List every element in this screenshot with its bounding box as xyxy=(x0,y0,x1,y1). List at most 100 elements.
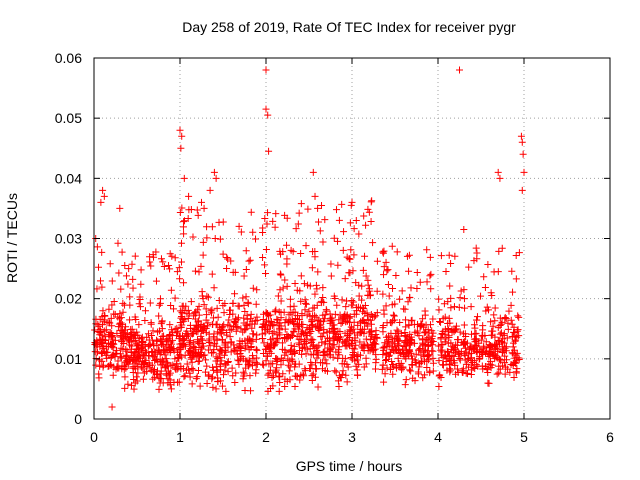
data-point xyxy=(115,269,123,277)
data-point xyxy=(204,319,212,327)
data-point xyxy=(435,342,443,350)
data-point xyxy=(394,354,402,362)
data-point xyxy=(332,368,340,376)
data-point xyxy=(334,237,342,245)
data-point xyxy=(148,361,156,369)
data-point xyxy=(171,355,179,363)
data-point xyxy=(464,354,472,362)
data-point xyxy=(388,301,396,309)
data-point xyxy=(510,373,518,381)
data-point xyxy=(351,357,359,365)
data-point xyxy=(471,330,479,338)
data-point xyxy=(155,385,163,393)
data-point xyxy=(382,302,390,310)
data-point xyxy=(297,200,305,208)
data-point xyxy=(154,328,162,336)
data-point xyxy=(184,215,192,223)
data-point xyxy=(234,323,242,331)
data-point xyxy=(124,380,132,388)
data-point xyxy=(292,372,300,380)
data-point xyxy=(485,360,493,368)
data-point xyxy=(352,216,360,224)
data-point xyxy=(245,362,253,370)
data-point xyxy=(208,309,216,317)
data-point xyxy=(110,363,118,371)
data-point xyxy=(104,362,112,370)
data-point xyxy=(108,403,116,411)
data-point xyxy=(162,336,170,344)
data-point xyxy=(384,281,392,289)
data-point xyxy=(117,319,125,327)
data-point xyxy=(177,239,185,247)
data-point xyxy=(396,295,404,303)
data-point xyxy=(212,174,220,182)
data-point xyxy=(455,303,463,311)
data-point xyxy=(147,332,155,340)
data-point xyxy=(119,308,127,316)
data-point xyxy=(288,346,296,354)
data-point xyxy=(472,361,480,369)
data-point xyxy=(450,359,458,367)
data-point xyxy=(176,332,184,340)
data-point xyxy=(505,307,513,315)
data-point xyxy=(246,256,254,264)
data-point xyxy=(215,297,223,305)
data-point xyxy=(393,248,401,256)
data-point xyxy=(435,372,443,380)
data-point xyxy=(367,332,375,340)
data-point xyxy=(512,275,520,283)
data-point xyxy=(423,363,431,371)
data-point xyxy=(372,312,380,320)
data-point xyxy=(99,363,107,371)
data-point xyxy=(166,265,174,273)
data-point xyxy=(362,221,370,229)
data-point xyxy=(225,316,233,324)
data-point xyxy=(252,235,260,243)
data-point xyxy=(412,358,420,366)
data-point xyxy=(371,365,379,373)
data-point xyxy=(323,307,331,315)
data-point xyxy=(167,286,175,294)
data-point xyxy=(269,217,277,225)
data-point xyxy=(347,353,355,361)
data-point xyxy=(105,305,113,313)
data-point xyxy=(457,350,465,358)
data-point xyxy=(379,249,387,257)
data-point xyxy=(304,205,312,213)
data-point xyxy=(123,358,131,366)
data-point xyxy=(127,349,135,357)
data-point xyxy=(208,349,216,357)
data-point xyxy=(380,378,388,386)
data-point xyxy=(328,344,336,352)
data-point xyxy=(472,244,480,252)
data-point xyxy=(456,66,463,74)
data-point xyxy=(93,348,101,356)
data-point xyxy=(326,345,334,353)
data-point xyxy=(444,326,452,334)
data-point xyxy=(259,224,267,232)
data-point xyxy=(281,335,289,343)
data-point xyxy=(451,326,459,334)
data-point xyxy=(93,285,101,293)
data-point xyxy=(398,287,406,295)
data-point xyxy=(126,293,134,301)
data-point xyxy=(108,340,116,348)
data-point xyxy=(277,361,285,369)
data-point xyxy=(109,333,117,341)
data-point xyxy=(507,316,515,324)
data-point xyxy=(235,360,243,368)
data-point xyxy=(470,346,478,354)
data-point xyxy=(211,235,219,243)
data-point xyxy=(379,344,387,352)
data-point xyxy=(372,359,380,367)
data-point xyxy=(241,307,249,315)
data-point xyxy=(299,327,307,335)
data-point xyxy=(240,301,248,309)
data-point xyxy=(293,286,301,294)
data-point xyxy=(385,351,393,359)
data-point xyxy=(208,270,216,278)
data-point xyxy=(291,315,299,323)
data-point xyxy=(178,340,186,348)
data-point xyxy=(425,356,433,364)
data-point xyxy=(296,376,304,384)
